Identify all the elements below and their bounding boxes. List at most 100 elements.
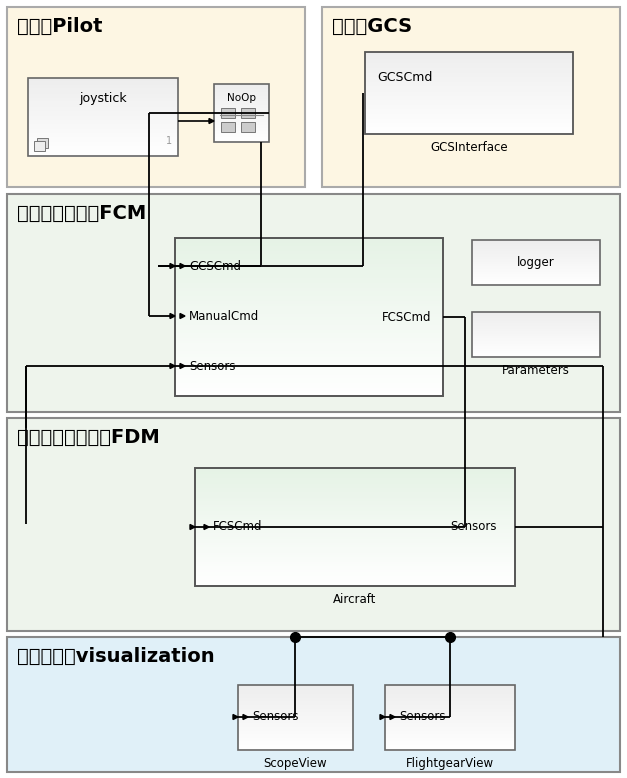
Bar [195, 548, 515, 551]
Bar [238, 736, 353, 738]
Bar [28, 121, 178, 123]
Text: GCSCmd: GCSCmd [189, 260, 241, 272]
Bar [175, 375, 443, 378]
Bar [472, 339, 600, 340]
Bar [175, 377, 443, 380]
Bar [28, 100, 178, 102]
Bar [195, 545, 515, 547]
Bar [385, 689, 515, 691]
Bar [214, 131, 269, 133]
Bar [195, 474, 515, 476]
Bar [472, 240, 600, 242]
Bar [365, 94, 573, 96]
Bar [472, 265, 600, 267]
Bar [385, 717, 515, 718]
Bar [472, 240, 600, 241]
Bar [238, 748, 353, 749]
Bar [195, 513, 515, 516]
Bar [195, 533, 515, 535]
Bar [175, 317, 443, 320]
Bar [472, 320, 600, 321]
Bar [195, 566, 515, 569]
Bar [365, 83, 573, 86]
Bar [175, 380, 443, 384]
Bar [472, 349, 600, 350]
Bar [195, 580, 515, 583]
Bar [385, 728, 515, 730]
Bar [28, 101, 178, 103]
Bar [241, 108, 255, 118]
Bar [214, 125, 269, 127]
Bar [195, 468, 515, 471]
Bar [365, 65, 573, 68]
Bar [214, 116, 269, 117]
Bar [472, 342, 600, 343]
Bar [385, 709, 515, 710]
Bar [365, 121, 573, 124]
Bar [214, 138, 269, 139]
Bar [175, 333, 443, 336]
Bar [472, 256, 600, 257]
Bar [385, 720, 515, 721]
Bar [175, 291, 443, 294]
Bar [472, 337, 600, 338]
Bar [472, 262, 600, 264]
Bar [214, 141, 269, 142]
Bar [238, 685, 353, 686]
Polygon shape [170, 363, 175, 369]
Bar [365, 90, 573, 92]
Text: 飞行器动力学模型FDM: 飞行器动力学模型FDM [17, 428, 160, 447]
Bar [175, 364, 443, 367]
Bar [28, 139, 178, 141]
Bar [175, 370, 443, 373]
Bar [238, 742, 353, 744]
Bar [238, 727, 353, 729]
Bar [385, 692, 515, 693]
Bar [365, 131, 573, 133]
Bar [214, 86, 269, 87]
Bar [7, 418, 620, 631]
Bar [28, 113, 178, 115]
Bar [238, 692, 353, 694]
Bar [175, 335, 443, 338]
Bar [28, 155, 178, 156]
Bar [175, 244, 443, 247]
Bar [322, 7, 620, 187]
Bar [472, 278, 600, 279]
Bar [472, 319, 600, 320]
Bar [385, 695, 515, 696]
Bar [472, 267, 600, 268]
Bar [472, 277, 600, 278]
Bar [385, 726, 515, 727]
Bar [214, 108, 269, 110]
Bar [195, 555, 515, 557]
Bar [238, 735, 353, 737]
Bar [28, 130, 178, 131]
Bar [28, 142, 178, 143]
Bar [385, 749, 515, 751]
Bar [214, 120, 269, 121]
Bar [365, 130, 573, 131]
Bar [365, 88, 573, 89]
Bar [238, 698, 353, 699]
Bar [238, 699, 353, 701]
Bar [214, 135, 269, 137]
Bar [175, 383, 443, 386]
Bar [472, 248, 600, 250]
Text: FlightgearView: FlightgearView [406, 757, 494, 770]
Polygon shape [180, 314, 185, 318]
Polygon shape [180, 264, 185, 268]
Bar [195, 484, 515, 486]
Bar [365, 124, 573, 126]
Bar [472, 349, 600, 351]
Bar [195, 503, 515, 506]
Bar [175, 286, 443, 289]
Bar [238, 723, 353, 724]
Bar [28, 78, 178, 80]
Bar [472, 353, 600, 355]
Bar [28, 148, 178, 150]
Bar [472, 346, 600, 348]
Bar [238, 719, 353, 720]
Bar [195, 534, 515, 538]
Bar [214, 93, 269, 95]
